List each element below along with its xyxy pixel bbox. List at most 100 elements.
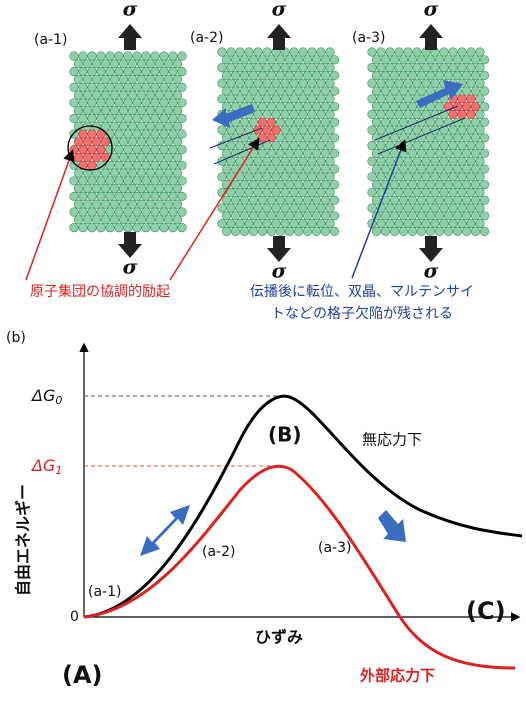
atom [74, 91, 83, 100]
atom [164, 138, 173, 147]
atom [173, 216, 182, 225]
atom [74, 153, 83, 162]
atom [299, 157, 308, 166]
atom [178, 99, 187, 108]
atom [372, 118, 381, 127]
panel-label: (a-1) [34, 32, 67, 48]
atom [272, 126, 281, 135]
atom [444, 180, 453, 189]
atom [330, 56, 339, 65]
lattices [68, 48, 489, 236]
atom [480, 134, 489, 143]
atom [97, 192, 106, 201]
atom [115, 192, 124, 201]
atom [381, 87, 390, 96]
atom [101, 184, 110, 193]
atom [160, 130, 169, 139]
atom [97, 83, 106, 92]
atom [408, 212, 417, 221]
atom [281, 188, 290, 197]
atom [471, 227, 480, 236]
atom [142, 130, 151, 139]
atom [426, 196, 435, 205]
atom [471, 71, 480, 80]
atom [128, 200, 137, 209]
atom [422, 219, 431, 228]
atom [119, 216, 128, 225]
atom [444, 212, 453, 221]
atom [431, 188, 440, 197]
atom [142, 145, 151, 154]
atom [276, 149, 285, 158]
atom [299, 48, 308, 57]
atom [124, 99, 133, 108]
atom [390, 227, 399, 236]
atom [160, 223, 169, 232]
atom [422, 79, 431, 88]
atom [70, 208, 79, 217]
atom [462, 87, 471, 96]
atom [151, 208, 160, 217]
atom [276, 227, 285, 236]
atom [133, 192, 142, 201]
atom [395, 79, 404, 88]
atom [178, 192, 187, 201]
atom [110, 200, 119, 209]
atom [245, 188, 254, 197]
atom [249, 149, 258, 158]
atom [321, 180, 330, 189]
atom [417, 227, 426, 236]
atom [395, 63, 404, 72]
atom [330, 102, 339, 111]
atom [476, 95, 485, 104]
atom [142, 83, 151, 92]
atom [294, 118, 303, 127]
atom [308, 188, 317, 197]
atom [458, 95, 467, 104]
atom [70, 83, 79, 92]
atom [462, 227, 471, 236]
atom [267, 227, 276, 236]
atom [178, 161, 187, 170]
atom [151, 114, 160, 123]
atom [299, 95, 308, 104]
sigma: σ [272, 0, 287, 21]
atom [462, 56, 471, 65]
atom [408, 87, 417, 96]
atom [453, 180, 462, 189]
atom [249, 134, 258, 143]
atom [97, 177, 106, 186]
atom [453, 71, 462, 80]
atom [308, 110, 317, 119]
atom [74, 138, 83, 147]
atom [294, 165, 303, 174]
atom [308, 204, 317, 213]
atom [290, 173, 299, 182]
atom [254, 48, 263, 57]
atom [169, 67, 178, 76]
atom [258, 165, 267, 174]
atom [155, 184, 164, 193]
atom [285, 87, 294, 96]
atom [408, 165, 417, 174]
atom [124, 52, 133, 61]
atom [137, 200, 146, 209]
atom [449, 110, 458, 119]
atom [70, 114, 79, 123]
curve-no-stress [84, 396, 522, 617]
atom [408, 118, 417, 127]
atom [70, 67, 79, 76]
atom [321, 212, 330, 221]
atom [290, 95, 299, 104]
atom [231, 87, 240, 96]
atom [372, 165, 381, 174]
sigma: σ [424, 0, 439, 21]
atom [88, 161, 97, 170]
atom [317, 79, 326, 88]
atom [231, 212, 240, 221]
atom [444, 56, 453, 65]
atom [119, 169, 128, 178]
atom [312, 56, 321, 65]
atom [254, 219, 263, 228]
atom [386, 95, 395, 104]
